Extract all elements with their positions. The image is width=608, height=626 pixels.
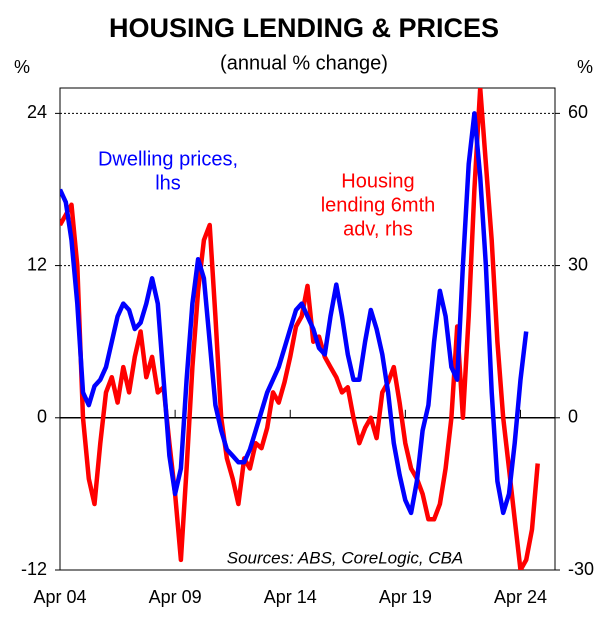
prices-annotation: lhs (155, 172, 181, 194)
x-tick-label: Apr 09 (149, 587, 202, 607)
y2-tick-label: -30 (568, 559, 594, 579)
y2-tick-label: 0 (568, 407, 578, 427)
series-line (60, 111, 529, 516)
lending-annotation: adv, rhs (343, 218, 413, 240)
source-note: Sources: ABS, CoreLogic, CBA (227, 548, 464, 567)
series-group (60, 88, 540, 570)
plot-frame (59, 87, 556, 571)
chart-subtitle: (annual % change) (220, 52, 388, 74)
lending-annotation: lending 6mth (321, 194, 436, 216)
x-tick-label: Apr 04 (33, 587, 86, 607)
y-tick-label: 12 (27, 254, 47, 274)
chart-title: HOUSING LENDING & PRICES (109, 13, 499, 43)
prices-annotation: Dwelling prices, (98, 148, 238, 170)
y2-tick-label: 60 (568, 102, 588, 122)
y-tick-label: 0 (37, 407, 47, 427)
x-tick-label: Apr 24 (494, 587, 547, 607)
lending-annotation: Housing (341, 170, 414, 192)
y-tick-label: -12 (21, 559, 47, 579)
y-unit: % (14, 57, 30, 77)
y-tick-label: 24 (27, 102, 47, 122)
y2-unit: % (577, 57, 593, 77)
y2-tick-label: 30 (568, 254, 588, 274)
x-tick-label: Apr 14 (264, 587, 317, 607)
x-tick-label: Apr 19 (379, 587, 432, 607)
